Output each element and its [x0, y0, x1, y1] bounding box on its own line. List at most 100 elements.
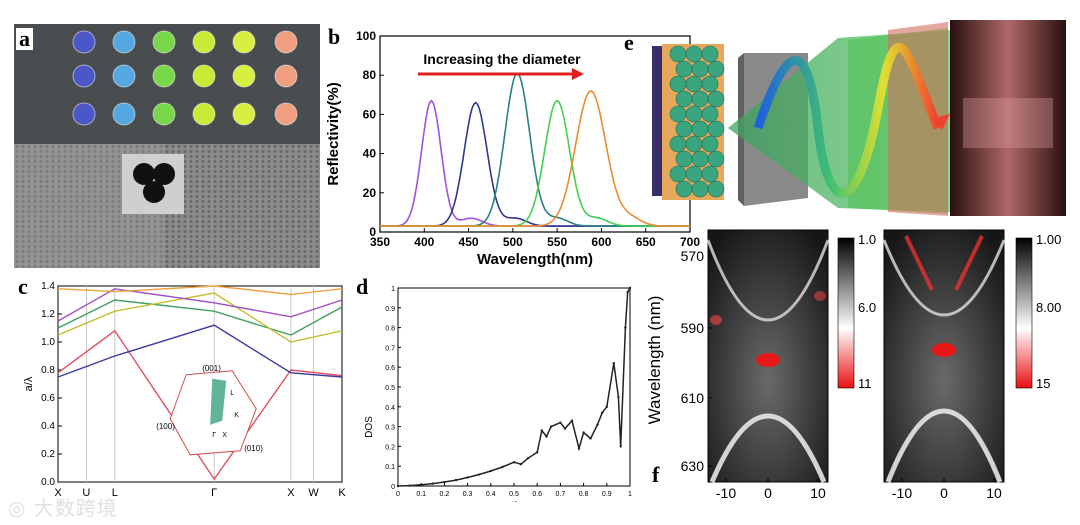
series-line-s5 — [380, 90, 690, 227]
dos-point — [626, 290, 629, 294]
dos-point — [420, 483, 423, 487]
color-dot — [192, 30, 216, 54]
sphere — [685, 75, 703, 93]
sphere — [685, 135, 703, 153]
y-tick-label: 1.4 — [41, 281, 55, 292]
dos-point — [617, 395, 620, 399]
dos-point — [536, 451, 539, 454]
y-tick-label: 0.5 — [385, 385, 395, 392]
color-dot — [232, 102, 256, 126]
y-tick-label: 590 — [681, 320, 705, 336]
x-tick-label: 0.3 — [463, 491, 473, 498]
x-tick-label: 400 — [414, 235, 434, 249]
band-line-1 — [57, 324, 343, 378]
sphere — [707, 180, 725, 198]
dispersion-upper — [706, 239, 830, 322]
band-line-3 — [57, 292, 343, 343]
dos-point — [563, 427, 567, 430]
y-tick-label: 1.2 — [41, 309, 55, 320]
panel-a: a — [14, 24, 320, 268]
color-dot-grid — [72, 30, 298, 126]
dos-point — [570, 419, 574, 422]
red-hotspot — [814, 291, 826, 301]
colloidal-spheres — [669, 45, 725, 198]
color-dot — [152, 30, 176, 54]
x-tick-label: 0.5 — [509, 491, 519, 498]
sphere — [701, 135, 719, 153]
y-tick-label: 0.9 — [385, 306, 395, 313]
plot-frame — [397, 287, 631, 487]
x-axis-label: ωa/2πc — [499, 500, 530, 502]
sphere — [691, 180, 709, 198]
color-dot — [152, 102, 176, 126]
dispersion-upper — [882, 239, 1006, 317]
inset-label: (100) — [156, 422, 175, 431]
panel-b-label: b — [328, 24, 341, 49]
y-tick-label: 40 — [363, 147, 377, 161]
color-dot — [112, 30, 136, 54]
panel-c: 0.0 0.2 0.4 0.6 0.8 1.0 1.2 1.4 a/λ X U L Γ X W K (001)(… — [18, 272, 350, 502]
panel-f-label: f — [652, 462, 660, 487]
colorbar-label: 8.00 — [1036, 300, 1061, 315]
y-tick-label: 0.8 — [41, 365, 55, 376]
x-tick-label: 600 — [591, 235, 611, 249]
y-tick-label: 0.6 — [41, 393, 55, 404]
y-tick-label: 570 — [681, 248, 705, 264]
sphere — [707, 120, 725, 138]
dos-point — [612, 362, 615, 365]
dos-point — [624, 326, 627, 329]
panel-a-image — [14, 24, 320, 268]
brillouin-wedge — [210, 378, 227, 425]
reflectivity-chart: 350 400 450 500 550 600 650 700 0 20 40 60 80 100 Wave… — [325, 29, 700, 268]
x-tick-label: U — [82, 487, 90, 499]
dos-point — [501, 465, 504, 469]
y-axis-label: Wavelength (nm) — [645, 296, 664, 425]
annotation-text: Increasing the diameter — [423, 51, 581, 67]
dos-point — [408, 484, 411, 487]
color-dot — [232, 64, 256, 88]
watermark-logo: ◎ 大数跨境 — [8, 496, 118, 520]
red-hotspot — [710, 315, 722, 325]
y-tick-label: 80 — [363, 68, 377, 82]
dos-point — [519, 463, 523, 466]
dos-point — [431, 482, 434, 485]
dos-point — [628, 286, 632, 290]
y-tick-label: 0.2 — [385, 444, 395, 451]
x-tick-label: Γ — [211, 487, 217, 499]
x-tick-label: 450 — [459, 235, 479, 249]
color-dot — [274, 30, 298, 54]
diffraction-screen — [950, 20, 1066, 216]
x-tick-label: 0.4 — [486, 491, 496, 498]
colorbar-label: 1.0 — [858, 232, 876, 247]
x-tick-label: -10 — [892, 485, 912, 501]
y-tick-label: 0.6 — [385, 365, 395, 372]
inset-label: L — [230, 390, 234, 397]
y-tick-label: 20 — [363, 186, 377, 200]
inset-label: (001) — [202, 364, 221, 373]
colorbar-label: 6.0 — [858, 300, 876, 315]
x-tick-label: L — [112, 487, 118, 499]
x-tick-label: 0 — [764, 485, 772, 501]
dos-point — [596, 423, 599, 426]
inset-label: K — [234, 412, 239, 419]
sphere — [691, 60, 709, 78]
y-tick-label: 100 — [356, 29, 376, 43]
sphere — [675, 90, 693, 108]
band-line-4 — [57, 288, 343, 322]
dispersion-lower — [709, 413, 827, 483]
sphere — [707, 60, 725, 78]
x-tick-label: 10 — [986, 485, 1002, 501]
x-tick-label: 0.2 — [440, 491, 450, 498]
sphere — [691, 90, 709, 108]
x-tick-label: 0.7 — [556, 491, 566, 498]
colorbar-label: 11 — [858, 376, 872, 391]
color-dot — [72, 30, 96, 54]
color-dot — [72, 64, 96, 88]
sphere — [685, 165, 703, 183]
inset-label: (010) — [244, 444, 263, 453]
band-structure-chart: 0.00.20.40.60.81.01.21.4a/λX U L Γ X W K(001)(… — [23, 281, 346, 499]
dos-point — [466, 476, 469, 479]
sphere — [675, 180, 693, 198]
y-tick-label: 1.0 — [41, 337, 55, 348]
series-line-s2 — [380, 101, 690, 227]
